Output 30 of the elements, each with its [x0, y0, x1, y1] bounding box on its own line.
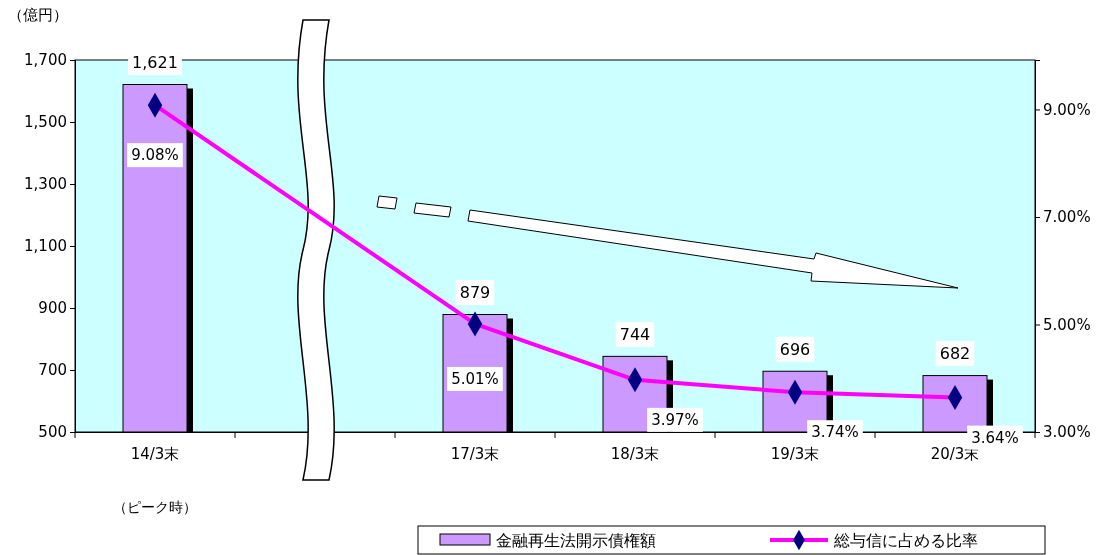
x-tick-label: 17/3末: [450, 445, 500, 463]
data-label: 682: [939, 344, 971, 364]
x-tick-label: 18/3末: [610, 445, 660, 463]
legend-label: 金融再生法開示債権額: [496, 531, 656, 550]
y-tick-label: 1,300: [24, 175, 67, 194]
data-label: 5.01%: [451, 369, 499, 388]
y-tick-label: 1,700: [24, 51, 67, 70]
x-tick-label: 19/3末: [770, 445, 820, 463]
text: （ピーク時）: [113, 499, 197, 515]
data-label: 3.74%: [811, 423, 859, 442]
data-label: 3.97%: [651, 410, 699, 429]
x-tick-label: 20/3末: [930, 445, 980, 463]
data-label: 696: [779, 339, 811, 359]
y-tick-label: 700: [38, 361, 67, 380]
y-tick-label: 500: [38, 423, 67, 442]
y-tick-label: 1,100: [24, 237, 67, 256]
x-tick-label: 14/3末: [130, 445, 180, 463]
data-label: 3.64%: [971, 428, 1019, 447]
legend-label: 総与信に占める比率: [833, 531, 978, 550]
data-label: 1,621: [132, 52, 178, 72]
data-label: 879: [459, 283, 491, 303]
y2-tick-label: 7.00%: [1043, 208, 1091, 227]
y-axis-title: （億円）: [8, 6, 68, 24]
y2-tick-label: 9.00%: [1043, 100, 1091, 119]
data-label: 744: [619, 324, 651, 344]
y-tick-label: 900: [38, 299, 67, 318]
y2-tick-label: 3.00%: [1043, 423, 1091, 442]
y-tick-label: 1,500: [24, 113, 67, 132]
y2-tick-label: 5.00%: [1043, 315, 1091, 334]
data-label: 9.08%: [131, 146, 179, 165]
